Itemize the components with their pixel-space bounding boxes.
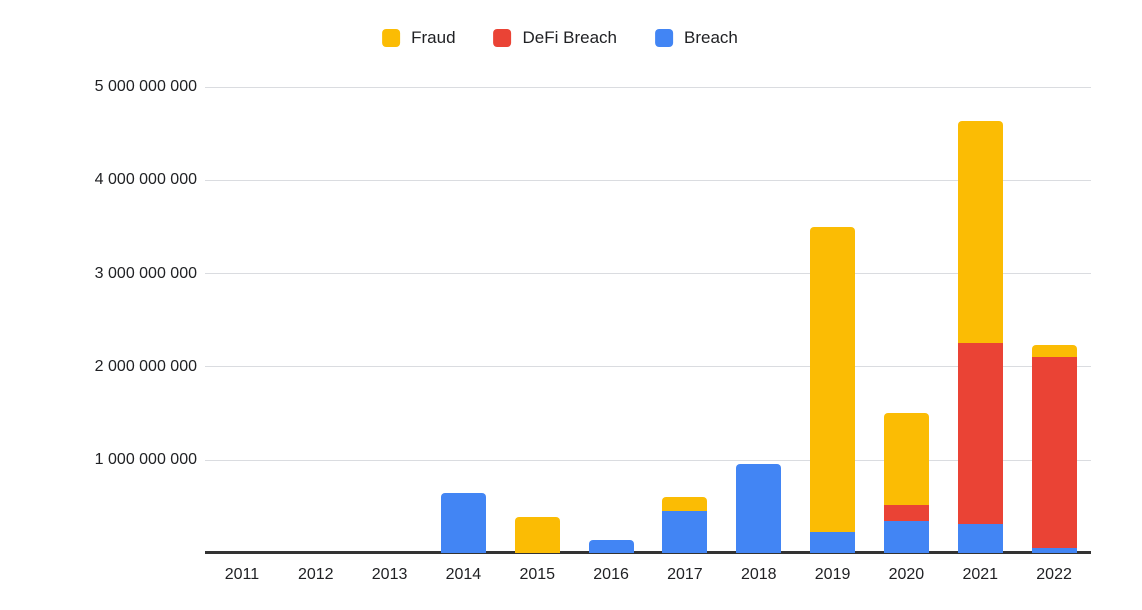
x-axis-label-2012: 2012 — [297, 566, 334, 583]
x-axis-label-2016: 2016 — [593, 566, 629, 583]
bar-segment-breach-2016 — [588, 540, 634, 554]
bar-segment-fraud-2015 — [514, 517, 560, 554]
gridline-4000000000 — [205, 179, 1091, 181]
legend-label: DeFi Breach — [522, 28, 618, 47]
x-axis-label-2013: 2013 — [371, 566, 408, 583]
gridline-5000000000 — [205, 86, 1091, 88]
gridline-3000000000 — [205, 273, 1091, 275]
bar-segment-breach-2014 — [440, 492, 486, 554]
bar-segment-defi-breach-2021 — [957, 342, 1003, 524]
x-axis-label-2021: 2021 — [962, 566, 999, 583]
x-axis-label-2015: 2015 — [519, 566, 556, 583]
gridline-1000000000 — [205, 459, 1091, 461]
legend-swatch-fraud — [382, 29, 401, 47]
y-axis-label: 1 000 000 000 — [94, 451, 197, 469]
bar-segment-breach-2020 — [883, 520, 929, 554]
bar-segment-fraud-2022 — [1031, 345, 1077, 357]
x-axis-label-2020: 2020 — [888, 566, 925, 583]
x-axis-label-2022: 2022 — [1036, 566, 1072, 583]
bar-segment-defi-breach-2020 — [883, 504, 929, 521]
y-axis-label: 2 000 000 000 — [94, 357, 197, 375]
bar-segment-breach-2017 — [662, 511, 708, 554]
x-axis-label-2017: 2017 — [667, 566, 703, 583]
x-axis-label-2018: 2018 — [740, 566, 777, 583]
legend-label: Fraud — [411, 28, 456, 47]
legend-swatch-breach — [655, 29, 674, 47]
bar-segment-fraud-2021 — [957, 120, 1003, 343]
gridline-2000000000 — [205, 366, 1091, 368]
x-axis-line — [205, 551, 1091, 554]
x-axis-label-2019: 2019 — [814, 566, 851, 583]
bar-segment-fraud-2019 — [810, 227, 856, 533]
legend-item-breach: Breach — [655, 28, 738, 48]
bar-segment-breach-2018 — [736, 463, 782, 554]
y-axis-label: 4 000 000 000 — [94, 171, 197, 189]
bar-segment-breach-2019 — [810, 532, 856, 554]
legend-swatch-defi-breach — [493, 29, 512, 47]
legend-item-fraud: Fraud — [382, 28, 456, 48]
bar-segment-fraud-2017 — [662, 497, 708, 512]
legend-item-defi-breach: DeFi Breach — [493, 28, 618, 48]
chart-legend: Fraud DeFi Breach Breach — [382, 28, 738, 48]
bar-segment-breach-2021 — [957, 523, 1003, 554]
y-axis-label: 3 000 000 000 — [94, 264, 197, 282]
bar-segment-fraud-2020 — [883, 412, 929, 505]
x-axis-label-2014: 2014 — [445, 566, 482, 583]
bar-segment-defi-breach-2022 — [1031, 356, 1077, 548]
bar-segment-breach-2022 — [1031, 547, 1077, 554]
legend-label: Breach — [684, 28, 738, 47]
x-axis-label-2011: 2011 — [224, 566, 260, 583]
y-axis-label: 5 000 000 000 — [94, 78, 197, 96]
